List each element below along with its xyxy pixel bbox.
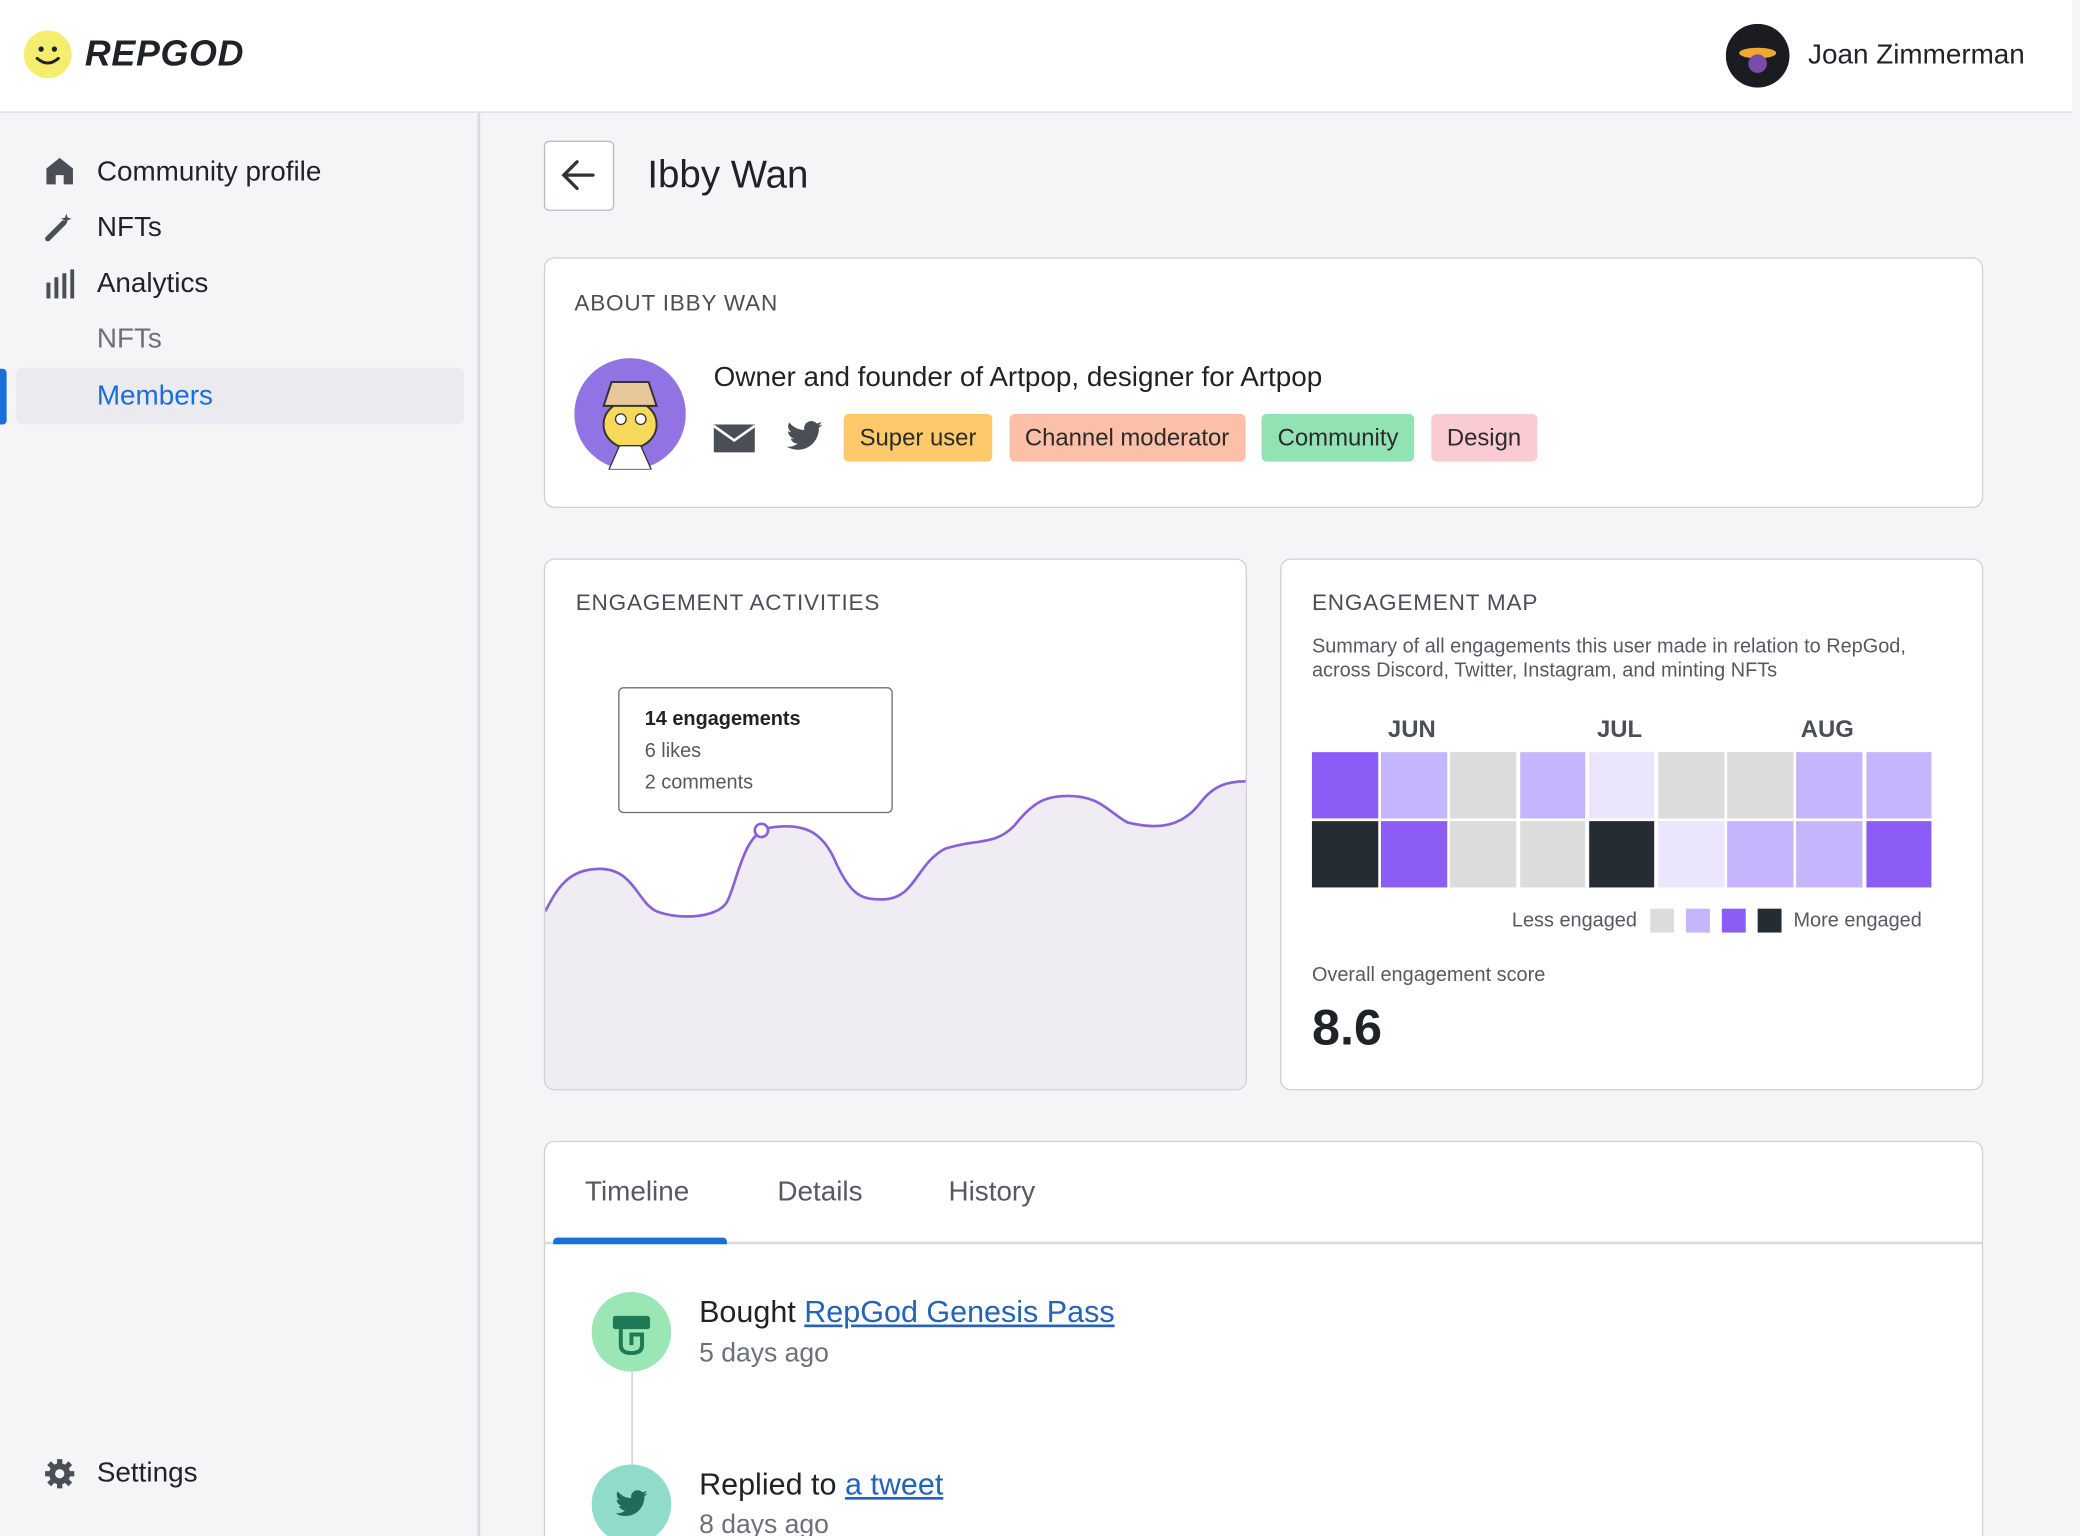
heatmap-cell xyxy=(1727,821,1794,888)
settings-icon xyxy=(45,1459,75,1489)
tabs-card xyxy=(543,1140,1984,1536)
twitter-icon[interactable] xyxy=(785,421,823,454)
tooltip-line: 14 engagements xyxy=(644,707,801,731)
user-avatar[interactable] xyxy=(1725,23,1790,88)
logo-text[interactable]: REPGOD xyxy=(84,33,245,74)
tag: Channel moderator xyxy=(1008,413,1246,462)
tab[interactable]: Timeline xyxy=(584,1176,690,1208)
timeline-connector xyxy=(630,1371,633,1465)
tweet-icon xyxy=(591,1464,672,1536)
user-name[interactable]: Joan Zimmerman xyxy=(1808,39,2025,71)
legend-less: Less engaged xyxy=(1511,909,1637,932)
heatmap-cell xyxy=(1311,821,1378,888)
heatmap-cell xyxy=(1658,752,1724,818)
logo-icon xyxy=(23,30,72,79)
tab[interactable]: History xyxy=(948,1176,1036,1208)
heatmap-cell xyxy=(1381,821,1447,888)
nav-subitem-active[interactable]: Members xyxy=(96,380,213,412)
tag: Super user xyxy=(843,413,993,462)
heatmap-cell xyxy=(1450,752,1517,818)
score-value: 8.6 xyxy=(1311,1000,1383,1057)
activities-card xyxy=(543,558,1247,1091)
legend-swatch xyxy=(1650,908,1675,933)
nav-item[interactable]: Analytics xyxy=(96,267,209,299)
tooltip-line: 6 likes xyxy=(644,739,702,763)
tag: Design xyxy=(1430,413,1538,462)
purchase-icon xyxy=(591,1292,672,1372)
nav-item[interactable]: NFTs xyxy=(96,212,162,243)
timeline-time: 8 days ago xyxy=(699,1510,829,1536)
member-avatar xyxy=(574,358,686,470)
activity-chart xyxy=(545,780,1246,1090)
card-heading: ENGAGEMENT MAP xyxy=(1311,590,1539,616)
heatmap-cell xyxy=(1588,752,1655,818)
chart-line xyxy=(545,780,1246,918)
email-icon[interactable] xyxy=(713,422,756,454)
wand-icon xyxy=(45,213,72,242)
month-label: JUN xyxy=(1387,715,1436,743)
timeline-action: Replied to xyxy=(699,1466,837,1501)
tab-divider xyxy=(545,1241,1982,1244)
tooltip xyxy=(618,687,893,814)
legend-more: More engaged xyxy=(1793,909,1922,932)
tooltip-line: 2 comments xyxy=(644,771,754,794)
month-label: JUL xyxy=(1596,715,1643,743)
nav-subitem[interactable]: NFTs xyxy=(96,323,162,355)
timeline-action: Bought xyxy=(699,1294,796,1329)
legend-swatch xyxy=(1686,908,1710,933)
nav-item[interactable]: Community profile xyxy=(96,156,322,188)
member-bio: Owner and founder of Artpop, designer fo… xyxy=(713,362,1323,393)
sidebar-divider xyxy=(477,112,480,1536)
chart-area xyxy=(545,781,1246,1090)
heatmap-cell xyxy=(1658,821,1724,888)
card-heading: ENGAGEMENT ACTIVITIES xyxy=(575,590,881,616)
heatmap-cell xyxy=(1796,821,1863,888)
heatmap-cell xyxy=(1796,752,1863,818)
card-heading: ABOUT IBBY WAN xyxy=(574,290,779,316)
back-arrow xyxy=(561,160,595,191)
timeline-time: 5 days ago xyxy=(699,1339,829,1369)
score-label: Overall engagement score xyxy=(1311,963,1546,987)
heatmap-cell xyxy=(1865,821,1932,888)
month-label: AUG xyxy=(1800,715,1854,743)
heatmap-cell xyxy=(1865,752,1932,818)
timeline-link[interactable]: RepGod Genesis Pass xyxy=(804,1294,1115,1329)
analytics-icon xyxy=(46,269,75,299)
tag: Community xyxy=(1261,413,1415,462)
timeline-entry: Replied to a tweet xyxy=(699,1466,943,1502)
nav-item[interactable]: Settings xyxy=(96,1457,198,1489)
chart-point[interactable] xyxy=(753,822,770,839)
timeline-link[interactable]: a tweet xyxy=(844,1466,944,1501)
home-icon xyxy=(46,157,73,185)
tab[interactable]: Details xyxy=(777,1176,863,1208)
tab-indicator xyxy=(553,1237,727,1245)
nav-active-bg xyxy=(15,367,465,425)
back-button[interactable] xyxy=(543,140,615,211)
heatmap-cell xyxy=(1519,752,1586,818)
map-description: Summary of all engagements this user mad… xyxy=(1311,635,1906,682)
heatmap-cell xyxy=(1519,821,1586,888)
about-card xyxy=(543,257,1984,509)
page-title: Ibby Wan xyxy=(647,154,809,197)
heatmap-cell xyxy=(1381,752,1447,818)
heatmap-cell xyxy=(1727,752,1794,818)
heatmap-cell xyxy=(1588,821,1655,888)
timeline-entry: Bought RepGod Genesis Pass xyxy=(699,1294,1115,1330)
legend-swatch xyxy=(1721,908,1746,933)
nav-active-indicator xyxy=(0,368,7,425)
heatmap-cell xyxy=(1450,821,1517,888)
legend-swatch xyxy=(1757,908,1782,933)
heatmap-cell xyxy=(1311,752,1378,818)
